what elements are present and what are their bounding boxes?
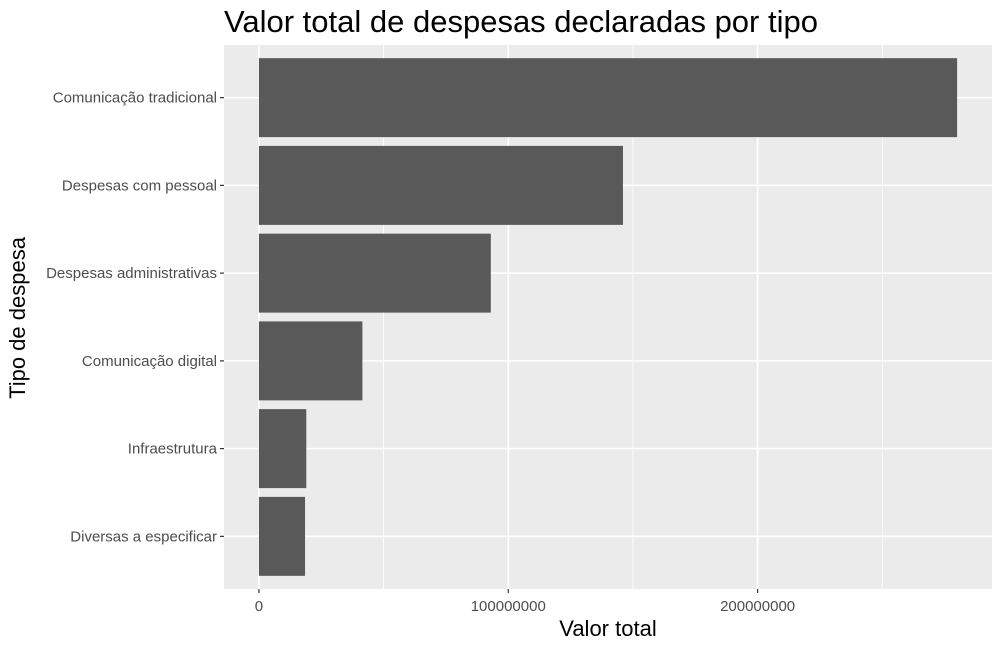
bar-3 [258,321,363,401]
bar-2 [258,233,491,313]
x-tick-label: 100000000 [471,598,546,615]
bar-1 [258,145,623,225]
y-tick-label: Diversas a especificar [70,528,217,545]
y-tick-label: Infraestrutura [128,441,218,458]
y-axis: Comunicação tradicional Despesas com pess… [46,90,224,545]
bar-0 [258,58,958,138]
bar-5 [258,496,306,576]
x-tick-label: 200000000 [720,598,795,615]
x-tick-label: 0 [255,598,263,615]
x-axis: 0 100000000 200000000 [255,589,795,615]
chart-title: Valor total de despesas declaradas por t… [224,4,818,39]
bar-4 [258,409,307,489]
y-tick-label: Comunicação tradicional [53,90,217,107]
y-axis-title: Tipo de despesa [5,236,30,399]
bars [258,58,958,576]
y-tick-label: Comunicação digital [82,353,217,370]
y-tick-label: Despesas administrativas [46,265,217,282]
y-tick-label: Despesas com pessoal [62,177,217,194]
x-axis-title: Valor total [559,616,656,641]
